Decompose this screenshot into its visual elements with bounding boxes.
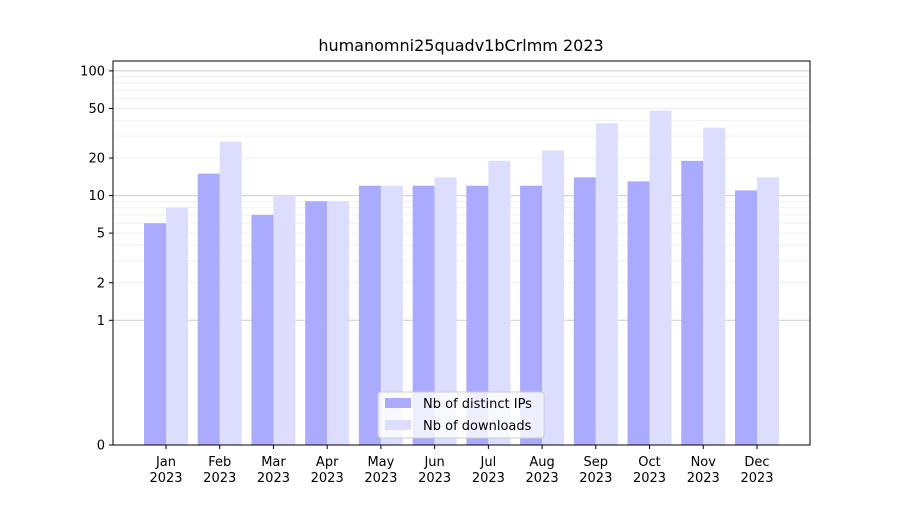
x-tick-label: Aug 2023	[526, 455, 559, 486]
legend-box	[377, 391, 545, 439]
bar-distinct-ips	[573, 177, 596, 445]
y-tick-label: 50	[88, 102, 105, 117]
y-tick-label: 1	[97, 314, 105, 329]
x-tick-label: Apr 2023	[311, 455, 344, 486]
legend-swatch-downloads	[385, 420, 411, 430]
legend-label-distinct-ips: Nb of distinct IPs	[423, 397, 532, 412]
x-tick-label: Dec 2023	[740, 455, 773, 486]
x-tick-label: May 2023	[364, 455, 397, 486]
bar-distinct-ips	[197, 173, 220, 445]
bar-downloads	[166, 207, 188, 445]
bars-layer	[144, 110, 779, 446]
y-axis: 0 1 2 5 10 20 50 100	[80, 64, 113, 454]
x-tick-label: Mar 2023	[257, 455, 290, 486]
y-tick-label: 20	[88, 152, 105, 167]
bar-downloads	[219, 141, 242, 445]
x-tick-label: Jun 2023	[418, 455, 451, 486]
bar-distinct-ips	[466, 185, 489, 445]
y-tick-label: 100	[80, 64, 105, 79]
x-tick-label: Sep 2023	[579, 455, 612, 486]
bar-distinct-ips	[251, 214, 274, 445]
legend-label-downloads: Nb of downloads	[423, 419, 532, 434]
bar-distinct-ips	[735, 190, 757, 445]
x-tick-label: Jan 2023	[149, 455, 182, 486]
plot-frame	[112, 60, 811, 446]
bar-downloads	[488, 160, 511, 445]
bar-distinct-ips	[144, 223, 166, 445]
bar-downloads	[703, 127, 726, 445]
x-axis: Jan 2023 Feb 2023 Mar 2023 Apr 2023 May 2023 Jun 20…	[149, 445, 774, 486]
bar-downloads	[273, 195, 296, 445]
bar-downloads	[595, 123, 618, 446]
y-tick-label: 10	[88, 189, 105, 204]
bar-downloads	[434, 177, 457, 445]
legend: Nb of distinct IPs Nb of downloads	[377, 391, 545, 439]
x-tick-label: Jul 2023	[472, 455, 505, 486]
bar-downloads	[327, 201, 350, 445]
y-tick-label: 2	[97, 276, 105, 291]
bar-downloads	[542, 150, 565, 445]
x-tick-label: Oct 2023	[633, 455, 666, 486]
bar-downloads	[380, 185, 403, 445]
bar-distinct-ips	[681, 160, 704, 445]
bar-downloads	[649, 110, 672, 445]
y-tick-label: 0	[97, 439, 105, 454]
chart-title: humanomni25quadv1bCrlmm 2023	[318, 36, 603, 55]
bar-downloads	[757, 177, 779, 445]
bar-distinct-ips	[305, 201, 328, 445]
legend-swatch-distinct-ips	[385, 398, 411, 408]
bar-distinct-ips	[412, 185, 435, 445]
x-tick-label: Nov 2023	[687, 455, 720, 486]
bar-distinct-ips	[520, 185, 543, 445]
y-tick-label: 5	[97, 227, 105, 242]
bar-distinct-ips	[627, 181, 650, 445]
x-tick-label: Feb 2023	[203, 455, 236, 486]
bar-distinct-ips	[358, 185, 381, 445]
